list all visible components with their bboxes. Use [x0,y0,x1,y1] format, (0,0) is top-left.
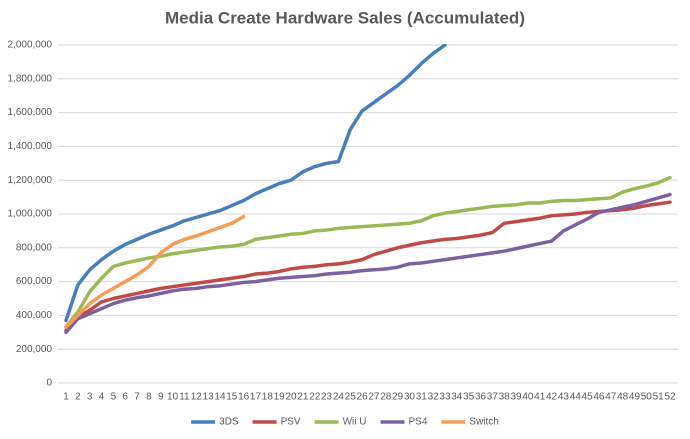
x-tick-label: 33 [439,392,451,403]
x-tick-label: 13 [203,392,215,403]
x-tick-label: 30 [404,392,416,403]
x-tick-label: 10 [167,392,179,403]
y-tick-label: 0 [46,378,52,389]
y-tick-label: 1,800,000 [8,73,53,84]
y-tick-label: 600,000 [16,276,53,287]
x-tick-label: 6 [122,392,128,403]
series-line [64,192,672,335]
x-tick-label: 15 [226,392,238,403]
x-tick-label: 21 [297,392,309,403]
x-tick-label: 2 [75,392,81,403]
x-tick-label: 44 [570,392,582,403]
x-tick-label: 31 [416,392,428,403]
x-tick-label: 43 [558,392,570,403]
x-tick-label: 36 [475,392,487,403]
series-line [64,200,672,333]
x-tick-label: 52 [664,392,676,403]
x-tick-label: 11 [179,392,190,403]
legend-label: PSV [281,417,301,428]
series-line [64,175,672,329]
y-tick-label: 200,000 [16,344,53,355]
x-tick-label: 32 [428,392,440,403]
x-tick-label: 27 [368,392,380,403]
x-tick-label: 12 [191,392,203,403]
x-tick-label: 42 [546,392,558,403]
x-tick-label: 9 [158,392,164,403]
x-tick-label: 38 [499,392,511,403]
y-tick-label: 1,600,000 [8,107,53,118]
x-tick-label: 45 [582,392,594,403]
x-tick-label: 51 [653,392,665,403]
y-tick-label: 1,400,000 [8,141,53,152]
legend-label: PS4 [409,417,428,428]
x-tick-label: 7 [134,392,140,403]
x-tick-label: 4 [99,392,105,403]
x-tick-label: 49 [629,392,641,403]
x-tick-label: 22 [309,392,321,403]
x-tick-label: 39 [510,392,522,403]
x-tick-label: 29 [392,392,404,403]
x-tick-label: 35 [463,392,475,403]
y-tick-label: 400,000 [16,310,53,321]
x-tick-label: 25 [345,392,357,403]
y-tick-label: 2,000,000 [8,40,53,51]
x-tick-label: 20 [285,392,297,403]
x-tick-label: 34 [451,392,463,403]
x-tick-label: 16 [238,392,250,403]
x-tick-label: 19 [274,392,286,403]
series-line [64,214,246,329]
x-tick-label: 18 [262,392,274,403]
x-tick-label: 41 [534,392,546,403]
x-tick-label: 40 [522,392,534,403]
x-tick-label: 47 [605,392,617,403]
x-tick-label: 14 [214,392,226,403]
x-tick-label: 28 [380,392,392,403]
y-tick-label: 1,200,000 [8,175,53,186]
legend-label: Wii U [343,417,367,428]
x-tick-label: 37 [487,392,499,403]
x-tick-label: 50 [641,392,653,403]
chart-title: Media Create Hardware Sales (Accumulated… [165,8,525,27]
x-tick-label: 3 [87,392,93,403]
legend-label: Switch [469,417,498,428]
x-tick-label: 46 [593,392,605,403]
x-tick-label: 48 [617,392,629,403]
x-tick-label: 24 [333,392,345,403]
y-tick-label: 1,000,000 [8,209,53,220]
series-line [64,44,447,323]
x-tick-label: 17 [250,392,262,403]
x-tick-label: 23 [321,392,333,403]
legend-label: 3DS [219,417,239,428]
x-tick-label: 1 [63,392,69,403]
x-tick-label: 26 [357,392,369,403]
x-tick-label: 5 [111,392,117,403]
legend: 3DS PSV Wii U PS4 Switch [191,417,499,428]
x-tick-label: 8 [146,392,152,403]
y-tick-label: 800,000 [16,242,53,253]
